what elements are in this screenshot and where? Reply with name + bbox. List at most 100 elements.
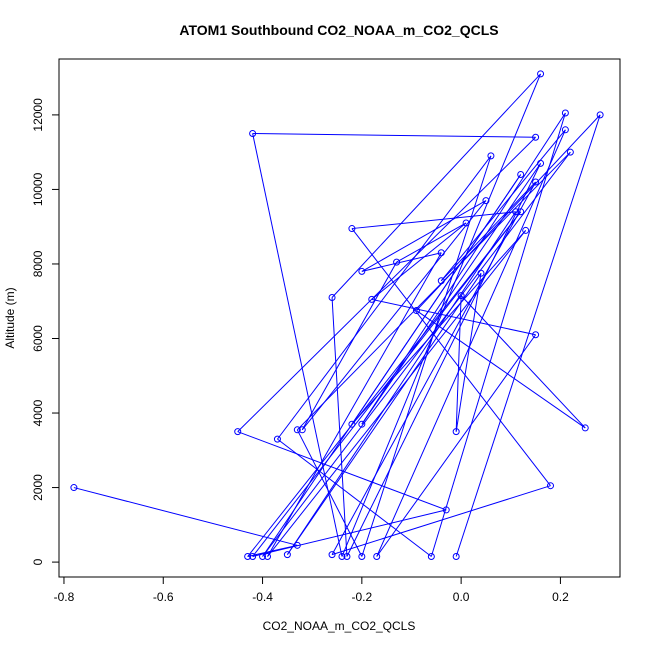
series-line-segment	[396, 222, 467, 263]
data-point	[70, 484, 78, 492]
y-tick-label: 0	[31, 558, 45, 565]
data-point	[264, 553, 272, 561]
data-point	[442, 506, 450, 514]
data-point	[517, 171, 525, 179]
series-line-segment	[331, 297, 348, 557]
data-point	[596, 111, 604, 119]
series-line-segment	[296, 151, 571, 431]
x-axis: -0.8 -0.6 -0.4 -0.2 0.0 0.2	[54, 576, 569, 604]
x-tick-label: -0.6	[153, 590, 174, 604]
data-point	[244, 553, 252, 561]
x-axis-label: CO2_NOAA_m_CO2_QCLS	[263, 619, 416, 633]
y-tick-label: 4000	[31, 399, 45, 426]
series-line-segment	[252, 133, 343, 557]
series-line-segment	[455, 114, 601, 557]
data-point	[532, 178, 540, 186]
series-line-segment	[416, 114, 601, 311]
y-tick-label: 2000	[31, 474, 45, 501]
data-point	[338, 553, 346, 561]
x-tick-label: 0.2	[552, 590, 569, 604]
series-line-segment	[440, 129, 566, 282]
x-tick-label: -0.8	[54, 590, 75, 604]
series-line-segment	[262, 151, 571, 557]
series-line-segment	[416, 310, 586, 429]
data-point	[427, 553, 435, 561]
series-line-segment	[455, 273, 482, 432]
data-point	[517, 208, 525, 216]
series-line-segment	[455, 295, 462, 432]
data-point	[328, 294, 336, 302]
data-point	[393, 258, 401, 266]
chart-title: ATOM1 Southbound CO2_NOAA_m_CO2_QCLS	[179, 22, 498, 38]
data-point	[358, 267, 366, 275]
data-point	[462, 219, 470, 227]
series-line-segment	[301, 261, 398, 431]
data-point	[234, 428, 242, 436]
data-point	[412, 307, 420, 315]
series-line-segment	[73, 487, 298, 546]
data-point	[537, 159, 545, 167]
data-point	[532, 331, 540, 339]
data-point	[283, 551, 291, 559]
series-line-segment	[267, 252, 442, 557]
series-line-segment	[277, 438, 432, 557]
data-point	[566, 148, 574, 156]
series-line-segment	[301, 200, 487, 431]
data-point	[477, 269, 485, 277]
y-axis: 0 2000 4000 6000 8000 10000 12000	[31, 98, 60, 565]
data-point	[512, 208, 520, 216]
x-tick-label: -0.2	[351, 590, 372, 604]
series-line-segment	[351, 228, 551, 487]
data-point	[249, 130, 257, 138]
series-line-segment	[286, 272, 482, 555]
data-point	[368, 295, 376, 303]
data-point	[546, 482, 554, 490]
series-line-segment	[331, 485, 551, 556]
series-line-segment	[361, 163, 541, 425]
series-line-segment	[371, 298, 536, 336]
y-tick-label: 12000	[31, 98, 45, 132]
data-point	[328, 551, 336, 559]
series-points	[70, 70, 604, 561]
data-point	[437, 277, 445, 285]
x-tick-label: 0.0	[453, 590, 470, 604]
series-line-segment	[331, 181, 537, 555]
data-point	[581, 424, 589, 432]
series-line-segment	[267, 230, 527, 557]
series-line-segment	[252, 133, 536, 138]
series-line-segment	[361, 112, 566, 425]
data-point	[273, 435, 281, 443]
data-point	[457, 292, 465, 300]
series-line-segment	[460, 295, 586, 429]
data-point	[537, 70, 545, 78]
series-line-segment	[376, 334, 537, 557]
data-point	[452, 428, 460, 436]
data-point	[437, 249, 445, 257]
data-point	[358, 420, 366, 428]
data-point	[452, 553, 460, 561]
x-tick-label: -0.4	[252, 590, 273, 604]
series-line-segment	[237, 136, 536, 433]
series-line-segment	[286, 211, 517, 555]
data-point	[561, 126, 569, 134]
y-axis-label: Altitude (m)	[3, 287, 17, 348]
data-point	[259, 553, 267, 561]
data-point	[293, 541, 301, 549]
data-point	[358, 553, 366, 561]
series-line-segment	[440, 181, 536, 282]
series-line-segment	[252, 211, 522, 557]
series-line-segment	[247, 211, 522, 557]
series-line-segment	[376, 129, 566, 557]
series-line-segment	[371, 222, 467, 300]
data-point	[348, 225, 356, 233]
data-point	[522, 226, 530, 234]
series-line-segment	[351, 174, 522, 425]
series-line-segment	[346, 163, 542, 557]
data-point	[348, 420, 356, 428]
data-point	[343, 553, 351, 561]
data-point	[482, 197, 490, 205]
data-point	[532, 133, 540, 141]
data-point	[561, 109, 569, 117]
